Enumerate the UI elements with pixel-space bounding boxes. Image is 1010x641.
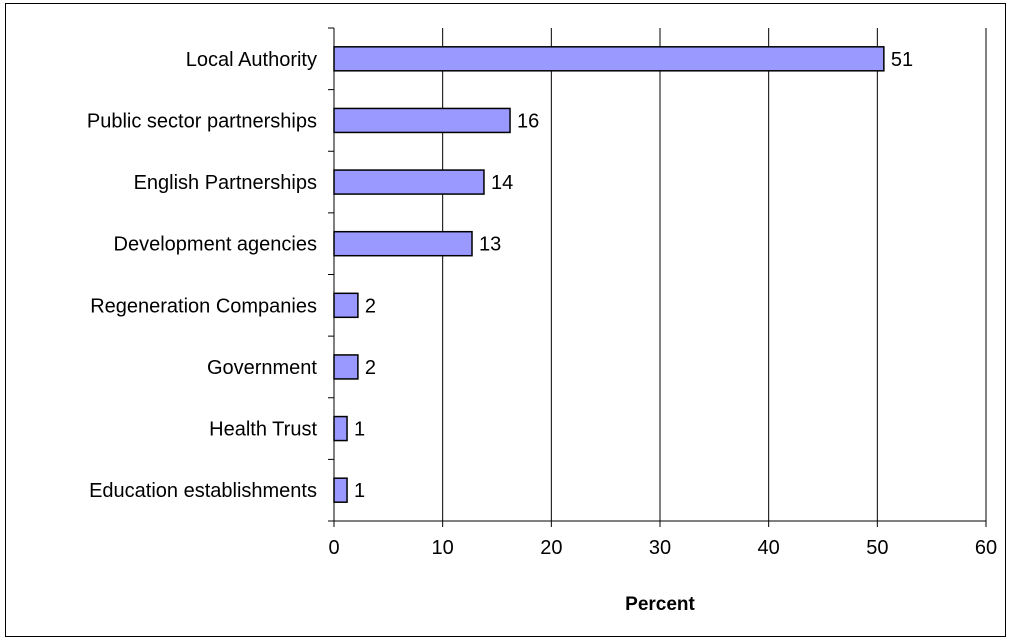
category-label: Government <box>207 357 317 379</box>
data-label: 14 <box>491 172 513 194</box>
data-label: 51 <box>891 49 913 71</box>
category-label: Regeneration Companies <box>90 295 317 317</box>
category-label: Public sector partnerships <box>87 110 317 132</box>
bar <box>333 292 359 319</box>
data-label: 2 <box>365 357 376 379</box>
category-label: Education establishments <box>89 480 317 502</box>
data-label: 1 <box>354 419 365 441</box>
x-tick-label: 0 <box>328 537 339 559</box>
x-tick-label: 50 <box>866 537 888 559</box>
data-label: 1 <box>354 480 365 502</box>
bar <box>333 477 348 503</box>
axes <box>328 27 987 527</box>
bar <box>333 415 348 442</box>
x-tick-label: 60 <box>975 537 997 559</box>
bar <box>333 354 359 380</box>
x-tick-label: 40 <box>758 537 780 559</box>
bars <box>333 46 885 503</box>
bar <box>333 46 885 72</box>
category-label: English Partnerships <box>134 172 317 194</box>
category-label: Health Trust <box>209 419 317 441</box>
x-axis-title: Percent <box>625 594 695 615</box>
bar <box>333 107 511 134</box>
gridlines <box>442 28 987 521</box>
category-label: Local Authority <box>186 49 317 71</box>
data-label: 13 <box>479 234 501 256</box>
bar <box>333 169 485 195</box>
category-label: Development agencies <box>114 234 317 256</box>
x-tick-label: 20 <box>540 537 562 559</box>
x-tick-label: 30 <box>649 537 671 559</box>
labels: 0 10 20 30 40 50 60 Local Authority 51 Public sec… <box>87 49 997 559</box>
x-tick-label: 10 <box>432 537 454 559</box>
data-label: 2 <box>365 295 376 317</box>
bar <box>333 230 473 257</box>
data-label: 16 <box>517 110 539 132</box>
